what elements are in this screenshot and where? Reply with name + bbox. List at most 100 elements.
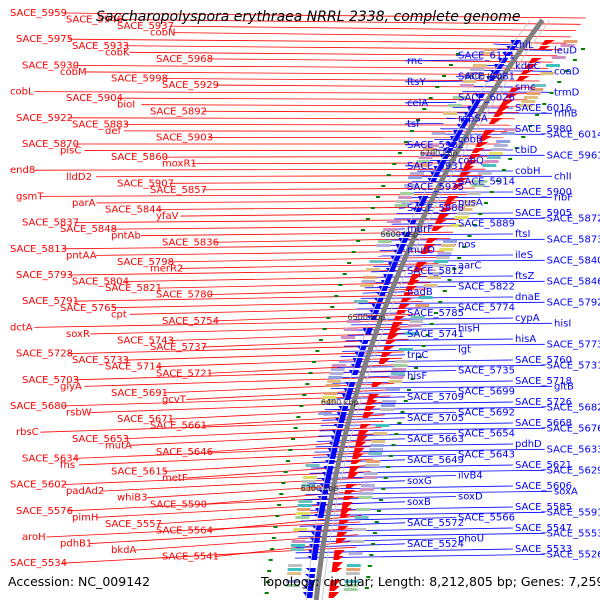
- reverse-gene-arrow: [310, 538, 321, 543]
- reverse-gene-label: SACE_5629: [547, 465, 600, 476]
- reverse-gene-arrow: [316, 502, 327, 508]
- reverse-gene-label: SACE_5982: [407, 140, 464, 151]
- cog-category-bar: [378, 240, 392, 243]
- gc-tick: [379, 499, 383, 501]
- reverse-gene-label: murF: [407, 224, 433, 235]
- forward-gene-label: SACE_5733: [72, 355, 129, 366]
- forward-gene-label: SACE_5821: [105, 283, 162, 294]
- reverse-leader-line: [322, 417, 406, 421]
- gc-tick: [397, 422, 402, 424]
- gc-tick: [403, 400, 408, 402]
- cog-category-bar: [503, 128, 518, 131]
- forward-gene-label: SACE_5857: [150, 185, 207, 196]
- forward-gene-arrow: [333, 556, 344, 560]
- reverse-gene-arrow: [356, 346, 367, 350]
- forward-gene-arrow: [331, 568, 343, 572]
- reverse-leader-line: [377, 254, 514, 257]
- reverse-gene-label: SACE_5980: [515, 124, 572, 135]
- reverse-leader-line: [356, 307, 457, 310]
- reverse-gene-label: SACE_5621: [515, 460, 572, 471]
- reverse-gene-label: SACE_5606: [515, 481, 572, 492]
- cog-category-bar: [291, 540, 306, 543]
- reverse-gene-label: SACE_5822: [458, 282, 515, 293]
- forward-gene-arrow: [528, 58, 543, 63]
- reverse-gene-label: SACE_5726: [515, 397, 572, 408]
- reverse-gene-arrow: [345, 382, 356, 387]
- forward-gene-arrow: [345, 484, 357, 488]
- forward-gene-label: SACE_5590: [150, 499, 207, 510]
- gc-tick: [315, 350, 320, 352]
- reverse-gene-arrow: [319, 484, 330, 488]
- reverse-gene-label: SACE_5905: [515, 208, 572, 219]
- cog-category-bar: [346, 568, 361, 571]
- cog-category-bar: [390, 372, 405, 375]
- cog-category-bar: [410, 316, 425, 319]
- reverse-leader-line: [493, 43, 514, 46]
- reverse-gene-label: SACE_5840: [547, 255, 600, 266]
- cog-category-bar: [350, 540, 365, 543]
- reverse-gene-label: smc: [515, 82, 535, 93]
- reverse-gene-label: rnhB: [554, 108, 578, 119]
- reverse-gene-label: ftsY: [407, 77, 426, 88]
- reverse-gene-arrow: [302, 592, 313, 598]
- kbp-scale-label: 6400 kbp: [321, 398, 359, 407]
- reverse-gene-label: SACE_5961: [547, 150, 600, 161]
- cog-category-bar: [545, 64, 560, 67]
- cog-category-bar: [529, 88, 544, 91]
- cog-category-bar: [323, 392, 338, 395]
- forward-gene-arrow: [383, 346, 395, 350]
- forward-gene-arrow: [464, 160, 478, 166]
- gc-tick: [428, 97, 433, 99]
- cog-category-bar: [297, 504, 312, 507]
- forward-leader-line: [84, 376, 396, 387]
- forward-gene-label: SACE_5903: [156, 132, 213, 143]
- forward-leader-line: [146, 483, 368, 499]
- forward-leader-line: [95, 175, 482, 178]
- kbp-scale-label: 6700 kbp: [420, 149, 458, 158]
- reverse-gene-label: SACE_5585: [515, 502, 572, 513]
- forward-gene-label: gsmT: [16, 191, 44, 202]
- kbp-scale-label: 6300 kbp: [301, 484, 339, 493]
- reverse-gene-arrow: [317, 496, 328, 500]
- reverse-leader-line: [351, 322, 553, 326]
- forward-gene-label: SACE_5646: [156, 447, 213, 458]
- gc-tick: [501, 169, 506, 171]
- reverse-gene-label: SACE_5643: [458, 450, 515, 461]
- cog-category-bar: [329, 372, 344, 375]
- gc-tick: [361, 229, 365, 231]
- forward-gene-label: mutA: [105, 440, 132, 451]
- reverse-leader-line: [404, 59, 483, 62]
- cog-category-bar: [344, 580, 359, 583]
- gc-tick: [386, 174, 391, 176]
- gc-tick: [275, 515, 280, 517]
- cog-category-bar: [460, 204, 475, 207]
- cog-category-bar: [325, 384, 340, 387]
- forward-gene-label: soxR: [66, 329, 90, 340]
- forward-gene-label: SACE_5922: [16, 113, 73, 124]
- cog-category-bar: [370, 444, 385, 447]
- gc-tick: [391, 444, 396, 446]
- reverse-leader-line: [314, 448, 545, 453]
- gc-tick: [299, 405, 304, 407]
- cog-category-bar: [435, 256, 450, 259]
- forward-gene-label: SACE_5634: [22, 453, 79, 464]
- forward-gene-arrow: [488, 118, 503, 124]
- gc-tick: [281, 482, 286, 484]
- forward-gene-arrow: [367, 394, 380, 400]
- cog-category-bar: [496, 140, 511, 143]
- reverse-gene-label: cobQ: [458, 156, 484, 167]
- cog-category-bar: [428, 272, 443, 275]
- cog-category-bar: [432, 264, 447, 267]
- forward-gene-arrow: [405, 286, 418, 291]
- cog-category-bar: [388, 380, 403, 383]
- cog-category-bar: [423, 284, 438, 287]
- gc-tick: [381, 488, 386, 490]
- reverse-gene-label: SACE_5649: [407, 455, 464, 466]
- forward-gene-label: SACE_5892: [150, 106, 207, 117]
- forward-gene-label: SACE_5907: [117, 178, 174, 189]
- gc-tick: [291, 438, 295, 440]
- reverse-gene-arrow: [456, 124, 467, 128]
- reverse-gene-label: phoU: [458, 534, 484, 545]
- reverse-gene-arrow: [388, 262, 399, 268]
